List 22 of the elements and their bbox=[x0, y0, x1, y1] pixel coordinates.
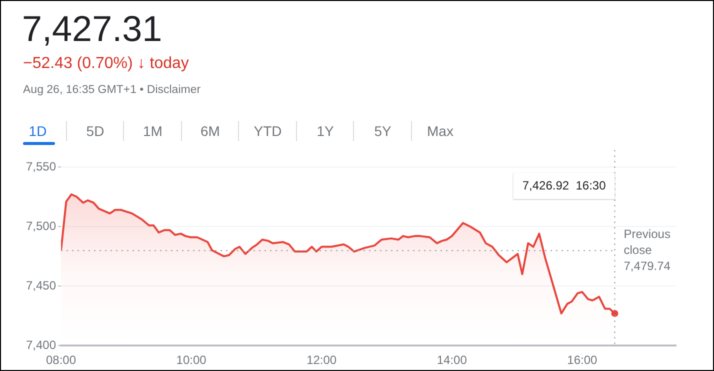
y-tick-label: 7,450 bbox=[26, 278, 56, 292]
text: 5Y bbox=[353, 121, 412, 141]
x-tick-label: 12:00 bbox=[306, 353, 337, 368]
x-tick-label: 16:00 bbox=[567, 353, 598, 368]
text: Max bbox=[410, 121, 469, 141]
y-tick-label: 7,550 bbox=[26, 159, 56, 174]
annotation: 7,426.92 16:30 bbox=[522, 178, 606, 192]
text: 1M bbox=[123, 121, 182, 141]
text: 1Y bbox=[296, 121, 354, 141]
y-tick-label: 7,400 bbox=[26, 338, 56, 352]
x-tick-label: 10:00 bbox=[176, 353, 207, 368]
text: Aug 26, 16:35 GMT+1 • Disclaimer bbox=[23, 84, 201, 96]
chart-title: 7,427.31 bbox=[22, 8, 162, 50]
text: 1D bbox=[28, 122, 48, 141]
text: 6M bbox=[180, 121, 239, 141]
text: YTD bbox=[238, 121, 296, 141]
ref-line-label: Previous close 7,479.74 bbox=[624, 226, 671, 273]
x-tick-label: 08:00 bbox=[46, 353, 76, 368]
text: 5D bbox=[66, 121, 124, 141]
x-tick-label: 14:00 bbox=[436, 353, 468, 368]
y-tick-label: 7,500 bbox=[26, 218, 56, 233]
chart-subtitle: −52.43 (0.70%) ↓ today bbox=[23, 55, 189, 73]
